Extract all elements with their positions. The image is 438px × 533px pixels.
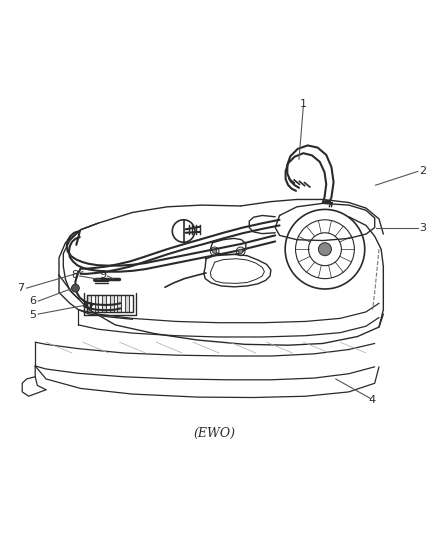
Circle shape bbox=[71, 284, 79, 292]
Circle shape bbox=[212, 249, 217, 254]
Text: 8: 8 bbox=[71, 270, 78, 280]
Text: 6: 6 bbox=[29, 296, 36, 306]
Polygon shape bbox=[102, 295, 106, 312]
Text: 7: 7 bbox=[17, 283, 25, 293]
Text: 5: 5 bbox=[29, 310, 36, 320]
Polygon shape bbox=[125, 295, 129, 312]
Text: 9: 9 bbox=[99, 270, 106, 280]
Text: 4: 4 bbox=[368, 395, 375, 405]
Text: 3: 3 bbox=[419, 223, 426, 232]
Text: 1: 1 bbox=[300, 99, 307, 109]
Text: 2: 2 bbox=[419, 166, 426, 176]
Polygon shape bbox=[117, 295, 121, 312]
Circle shape bbox=[318, 243, 332, 256]
Polygon shape bbox=[95, 295, 99, 312]
Circle shape bbox=[238, 249, 243, 254]
Polygon shape bbox=[87, 295, 91, 312]
Text: (EWO): (EWO) bbox=[194, 426, 236, 440]
Polygon shape bbox=[110, 295, 113, 312]
